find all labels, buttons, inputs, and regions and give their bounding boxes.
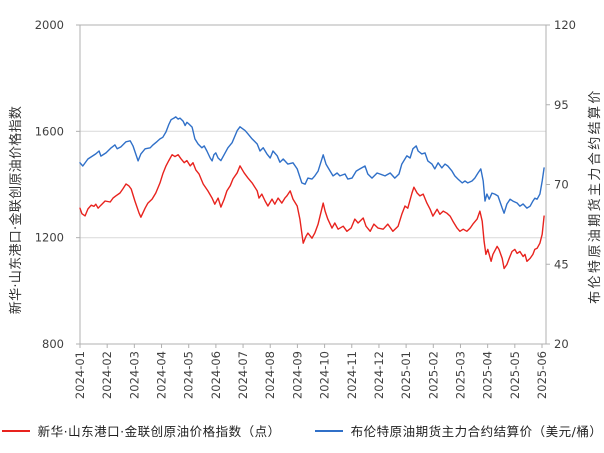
right-axis-tick-label: 45 [554, 257, 569, 271]
x-axis-tick-label: 2024-10 [318, 351, 332, 399]
legend-item-brent: 布伦特原油期货主力合约结算价（美元/桶） [314, 421, 603, 440]
x-axis-tick-label: 2024-07 [236, 351, 250, 399]
x-axis-tick-label: 2025-04 [481, 351, 495, 399]
legend-label-brent: 布伦特原油期货主力合约结算价（美元/桶） [350, 424, 603, 439]
x-axis-tick-label: 2025-05 [508, 351, 522, 399]
x-axis-tick-label: 2025-02 [426, 351, 440, 399]
right-axis-title: 布伦特原油期货主力合约结算价 [588, 88, 603, 304]
x-axis-tick-label: 2025-06 [535, 351, 549, 399]
x-axis-tick-label: 2024-04 [155, 351, 169, 399]
x-axis-tick-label: 2024-08 [263, 351, 277, 399]
x-axis-tick-label: 2024-09 [290, 351, 304, 399]
right-axis-tick-label: 120 [554, 18, 576, 32]
x-axis-tick-label: 2024-05 [182, 351, 196, 399]
legend-label-index: 新华·山东港口·金联创原油价格指数（点） [37, 424, 281, 439]
left-axis-tick-label: 1600 [35, 124, 64, 138]
left-axis-title: 新华·山东港口·金联创原油价格指数 [9, 105, 24, 315]
x-axis-tick-label: 2025-03 [454, 351, 468, 399]
x-axis-tick-label: 2024-02 [100, 351, 114, 399]
x-axis-tick-label: 2024-01 [73, 351, 87, 399]
plot-frame [79, 24, 547, 345]
series-line-index [79, 154, 545, 270]
left-axis-tick-label: 1200 [35, 231, 64, 245]
legend: 新华·山东港口·金联创原油价格指数（点） 布伦特原油期货主力合约结算价（美元/桶… [0, 421, 604, 440]
right-axis-tick-label: 20 [554, 337, 569, 351]
legend-item-index: 新华·山东港口·金联创原油价格指数（点） [1, 421, 281, 440]
x-axis-tick-label: 2024-12 [372, 351, 386, 399]
left-axis-tick-label: 800 [42, 337, 64, 351]
right-axis-tick-label: 95 [554, 98, 569, 112]
x-axis-tick-label: 2024-11 [345, 351, 359, 399]
left-axis-tick-label: 2000 [35, 18, 64, 32]
blue-line-sample-icon [314, 429, 343, 432]
x-axis-tick-label: 2025-01 [399, 351, 413, 399]
x-axis-tick-label: 2024-06 [209, 351, 223, 399]
series-line-brent [79, 116, 545, 214]
red-line-sample-icon [1, 429, 30, 432]
x-axis-tick-label: 2024-03 [127, 351, 141, 399]
right-axis-tick-label: 70 [554, 178, 569, 192]
